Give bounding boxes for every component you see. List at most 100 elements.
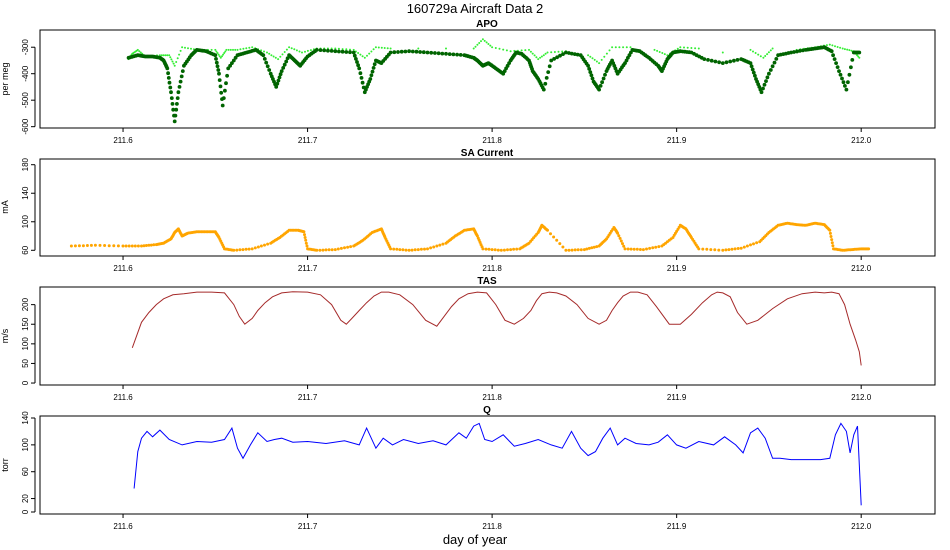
figure-title: 160729a Aircraft Data 2 bbox=[407, 1, 544, 16]
data-point bbox=[745, 244, 749, 248]
data-point bbox=[539, 56, 542, 59]
data-point bbox=[654, 245, 658, 249]
data-point bbox=[152, 243, 156, 247]
data-point bbox=[840, 76, 844, 81]
data-point bbox=[505, 49, 508, 52]
x-tick-label: 211.6 bbox=[113, 522, 133, 531]
panel-apo: APO per meg 211.6 211.7 211.8 211.9 212.0 -3… bbox=[0, 19, 936, 145]
data-point bbox=[305, 244, 309, 248]
data-point bbox=[549, 232, 552, 236]
data-point bbox=[502, 48, 505, 51]
data-point bbox=[244, 247, 248, 251]
series-line bbox=[131, 291, 862, 366]
data-point bbox=[419, 247, 423, 251]
data-point bbox=[162, 54, 165, 57]
data-point bbox=[130, 244, 134, 248]
data-point bbox=[274, 85, 279, 89]
data-point bbox=[546, 51, 549, 54]
data-point bbox=[618, 46, 621, 49]
x-tick-label: 211.7 bbox=[298, 522, 318, 531]
data-point bbox=[421, 50, 426, 55]
data-point bbox=[264, 60, 269, 65]
data-point bbox=[455, 52, 459, 57]
data-point bbox=[270, 54, 273, 57]
data-point bbox=[288, 46, 291, 49]
data-point bbox=[829, 235, 833, 238]
data-point bbox=[169, 96, 174, 100]
data-point bbox=[759, 90, 764, 95]
data-point bbox=[413, 248, 417, 252]
data-point bbox=[77, 244, 81, 248]
data-point bbox=[293, 48, 296, 51]
data-point bbox=[440, 51, 445, 56]
data-point bbox=[709, 248, 713, 252]
data-point bbox=[370, 69, 375, 74]
data-point bbox=[619, 239, 623, 243]
data-point bbox=[736, 247, 740, 250]
data-point bbox=[849, 65, 853, 70]
data-point bbox=[552, 57, 556, 61]
data-point bbox=[590, 76, 595, 81]
data-point bbox=[792, 50, 796, 54]
data-point bbox=[561, 245, 565, 249]
data-point bbox=[533, 54, 536, 57]
data-point bbox=[458, 53, 463, 57]
data-point bbox=[749, 243, 752, 247]
data-point bbox=[89, 243, 93, 247]
data-point bbox=[755, 241, 759, 245]
data-point bbox=[535, 56, 538, 59]
data-point bbox=[733, 247, 737, 251]
data-point bbox=[752, 50, 754, 53]
data-point bbox=[352, 48, 355, 51]
data-point bbox=[315, 248, 319, 252]
data-point bbox=[593, 58, 596, 61]
data-point bbox=[177, 85, 182, 89]
y-tick-label: 0 bbox=[21, 380, 30, 385]
x-tick-label: 211.9 bbox=[667, 264, 687, 273]
data-point bbox=[213, 53, 218, 58]
data-point bbox=[436, 51, 441, 56]
data-point bbox=[761, 86, 765, 91]
data-point bbox=[107, 244, 111, 248]
data-point bbox=[509, 248, 513, 252]
data-marks bbox=[69, 221, 871, 252]
data-point bbox=[170, 58, 173, 61]
data-point bbox=[275, 81, 280, 86]
data-point bbox=[329, 49, 334, 53]
data-point bbox=[169, 56, 172, 59]
data-point bbox=[372, 62, 377, 67]
data-point bbox=[632, 247, 636, 251]
data-point bbox=[298, 50, 301, 53]
data-point bbox=[572, 52, 577, 56]
y-tick-label: -400 bbox=[21, 65, 30, 82]
data-point bbox=[404, 248, 408, 252]
data-point bbox=[235, 248, 239, 252]
data-point bbox=[629, 46, 632, 49]
data-point bbox=[478, 42, 481, 44]
data-point bbox=[762, 82, 767, 87]
data-point bbox=[648, 246, 652, 250]
data-point bbox=[392, 247, 396, 251]
data-point bbox=[856, 54, 859, 57]
data-point bbox=[598, 62, 601, 65]
data-point bbox=[368, 52, 371, 55]
data-point bbox=[600, 80, 604, 85]
data-point bbox=[697, 47, 700, 50]
data-point bbox=[339, 246, 343, 250]
data-point bbox=[641, 248, 645, 252]
data-point bbox=[283, 51, 286, 53]
data-point bbox=[512, 247, 516, 251]
data-point bbox=[713, 59, 718, 64]
data-point bbox=[762, 56, 765, 59]
data-point bbox=[357, 66, 362, 71]
data-point bbox=[771, 47, 774, 50]
data-point bbox=[344, 50, 349, 54]
x-axis: 211.6 211.7 211.8 211.9 212.0 bbox=[113, 128, 872, 145]
data-point bbox=[356, 63, 360, 68]
data-point bbox=[417, 47, 420, 50]
data-point bbox=[502, 248, 506, 252]
data-point bbox=[629, 247, 633, 251]
data-point bbox=[841, 47, 844, 50]
data-point bbox=[372, 48, 375, 51]
